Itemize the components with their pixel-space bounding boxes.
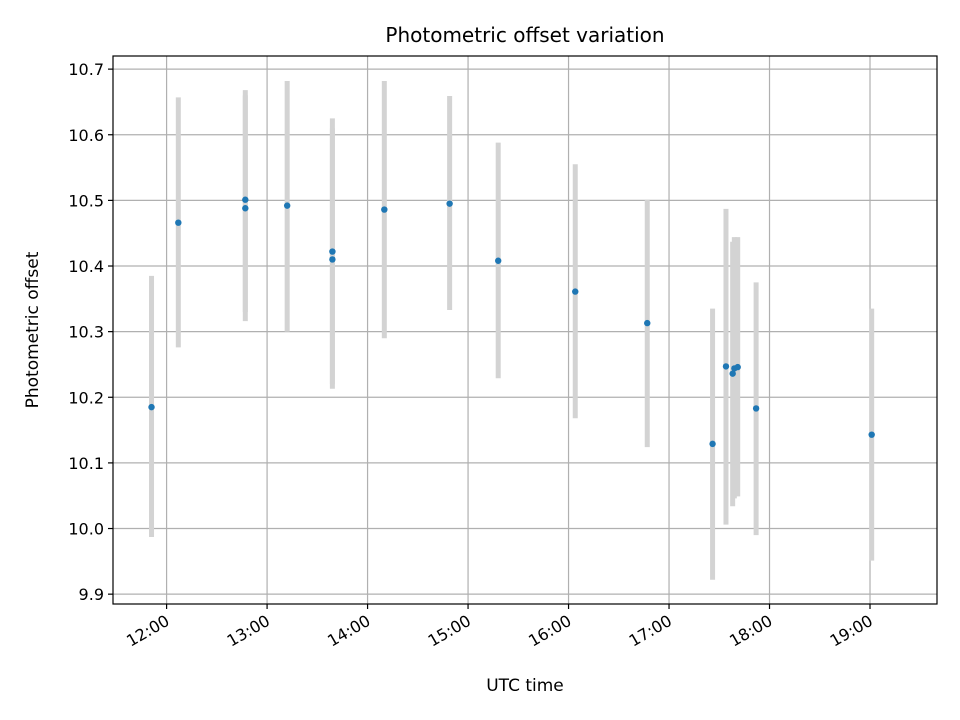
data-points [148, 196, 875, 448]
data-point [709, 440, 716, 448]
y-tick-label: 10.5 [68, 191, 104, 210]
data-point [175, 219, 182, 226]
chart-title: Photometric offset variation [385, 23, 664, 47]
plot-frame [112, 55, 938, 605]
data-point [868, 431, 875, 438]
y-tick-label: 10.6 [68, 126, 104, 145]
data-point [752, 405, 760, 412]
data-point [729, 370, 736, 377]
data-point [495, 257, 502, 264]
y-tick-label: 10.0 [68, 520, 104, 539]
data-point [722, 363, 730, 370]
y-axis-ticks: 9.9 10.0 10.1 10.2 10.3 10.4 10.5 10.6 10.7 [68, 60, 113, 604]
y-tick-label: 10.7 [68, 60, 104, 79]
grid [113, 56, 937, 604]
data-point [446, 200, 453, 207]
data-point [572, 288, 579, 295]
data-point [734, 363, 741, 371]
y-axis-label: Photometric offset [23, 251, 43, 408]
data-point [283, 202, 291, 209]
y-tick-label: 10.1 [68, 454, 104, 473]
data-point [242, 205, 249, 212]
y-tick-label: 9.9 [79, 585, 104, 604]
y-tick-label: 10.2 [68, 388, 104, 407]
y-tick-label: 10.4 [68, 257, 104, 276]
x-axis-label: UTC time [486, 676, 564, 696]
data-point [329, 248, 336, 255]
y-tick-label: 10.3 [68, 323, 104, 342]
data-point [148, 403, 155, 411]
data-point [242, 196, 249, 203]
data-point [381, 206, 388, 213]
data-point [329, 256, 336, 263]
data-point [644, 319, 651, 327]
